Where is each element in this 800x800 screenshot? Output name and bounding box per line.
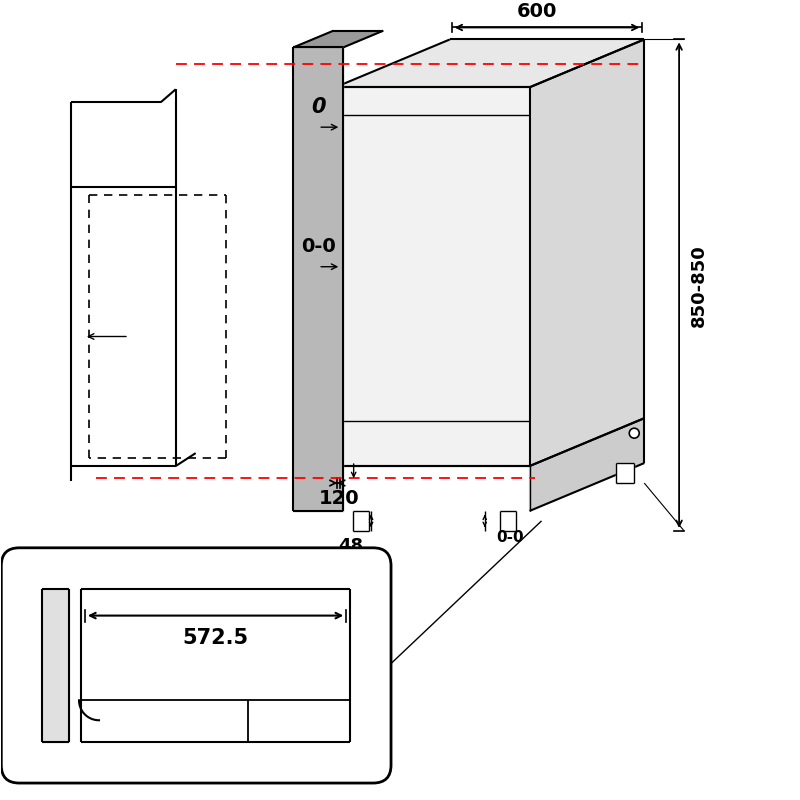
Polygon shape	[335, 87, 530, 466]
Text: 0-0: 0-0	[301, 238, 336, 256]
Polygon shape	[294, 47, 343, 511]
Text: 850-850: 850-850	[690, 244, 708, 326]
Text: 0: 0	[311, 98, 326, 118]
Text: 572.5: 572.5	[182, 627, 249, 647]
Polygon shape	[500, 511, 516, 531]
Polygon shape	[294, 30, 383, 47]
Text: 48: 48	[338, 537, 364, 555]
Polygon shape	[335, 39, 644, 87]
Text: 120: 120	[318, 490, 359, 509]
Text: 600: 600	[517, 2, 558, 21]
Polygon shape	[42, 589, 69, 742]
Circle shape	[630, 428, 639, 438]
Text: 0-0: 0-0	[497, 530, 524, 546]
Polygon shape	[530, 418, 644, 511]
Polygon shape	[530, 39, 644, 466]
Polygon shape	[616, 463, 634, 483]
Polygon shape	[353, 511, 369, 531]
FancyBboxPatch shape	[2, 548, 391, 783]
Polygon shape	[81, 589, 350, 742]
